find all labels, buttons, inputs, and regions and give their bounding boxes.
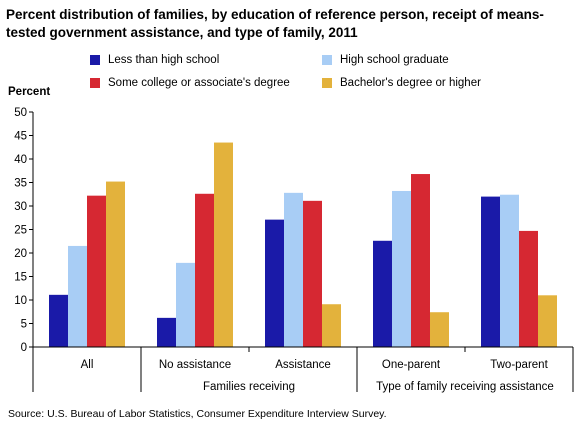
y-tick-label-5: 5 (21, 319, 27, 331)
legend-swatch-less-than-high-school (90, 55, 100, 65)
x-tick-label-two-parent: Two-parent (490, 359, 548, 371)
y-tick-label-25: 25 (14, 225, 27, 237)
bar-one-parent-less-than-high-school (373, 240, 392, 347)
bar-one-parent-high-school-graduate (392, 190, 411, 347)
x-tick-label-no-assistance: No assistance (159, 359, 231, 371)
source-note: Source: U.S. Bureau of Labor Statistics,… (8, 408, 387, 420)
bar-two-parent-some-college-or-associate-s-degree (519, 230, 538, 347)
y-tick-label-15: 15 (14, 272, 27, 284)
bar-assistance-high-school-graduate (284, 192, 303, 347)
x-tick-label-assistance: Assistance (275, 359, 331, 371)
y-tick-label-10: 10 (14, 295, 27, 307)
legend-label-bachelors-or-higher: Bachelor's degree or higher (340, 77, 481, 89)
y-tick-label-40: 40 (14, 154, 27, 166)
y-axis-label: Percent (8, 86, 51, 98)
legend-label-less-than-high-school: Less than high school (108, 54, 220, 66)
x-tick-label-one-parent: One-parent (382, 359, 441, 371)
bar-two-parent-high-school-graduate (500, 194, 519, 347)
y-tick-label-0: 0 (21, 342, 27, 354)
bar-all-some-college-or-associate-s-degree (87, 195, 106, 347)
x-tick-label-all: All (81, 359, 94, 371)
bar-all-less-than-high-school (49, 294, 68, 347)
bar-all-high-school-graduate (68, 245, 87, 347)
bar-assistance-bachelor-s-degree-or-higher (322, 304, 341, 347)
chart-title: Percent distribution of families, by edu… (6, 7, 544, 40)
y-tick-label-30: 30 (14, 201, 27, 213)
bar-no-assistance-less-than-high-school (157, 317, 176, 347)
bar-no-assistance-high-school-graduate (176, 262, 195, 347)
y-tick-label-20: 20 (14, 248, 27, 260)
bar-no-assistance-bachelor-s-degree-or-higher (214, 142, 233, 347)
bar-one-parent-bachelor-s-degree-or-higher (430, 312, 449, 347)
bar-assistance-less-than-high-school (265, 219, 284, 347)
legend-label-some-college: Some college or associate's degree (108, 77, 290, 89)
bar-two-parent-bachelor-s-degree-or-higher (538, 295, 557, 347)
bar-assistance-some-college-or-associate-s-degree (303, 200, 322, 347)
y-tick-label-45: 45 (14, 131, 27, 143)
legend-label-high-school-graduate: High school graduate (340, 54, 449, 66)
y-tick-label-50: 50 (14, 107, 27, 119)
bar-all-bachelor-s-degree-or-higher (106, 181, 125, 347)
x-group-label-1: Type of family receiving assistance (376, 381, 554, 393)
bar-no-assistance-some-college-or-associate-s-degree (195, 193, 214, 347)
bar-one-parent-some-college-or-associate-s-degree (411, 174, 430, 347)
x-group-label-0: Families receiving (203, 381, 295, 393)
legend-swatch-some-college (90, 78, 100, 88)
legend-swatch-bachelors-or-higher (322, 78, 332, 88)
y-tick-label-35: 35 (14, 178, 27, 190)
legend: Less than high school High school gradua… (90, 53, 560, 93)
legend-swatch-high-school-graduate (322, 55, 332, 65)
bar-two-parent-less-than-high-school (481, 196, 500, 347)
